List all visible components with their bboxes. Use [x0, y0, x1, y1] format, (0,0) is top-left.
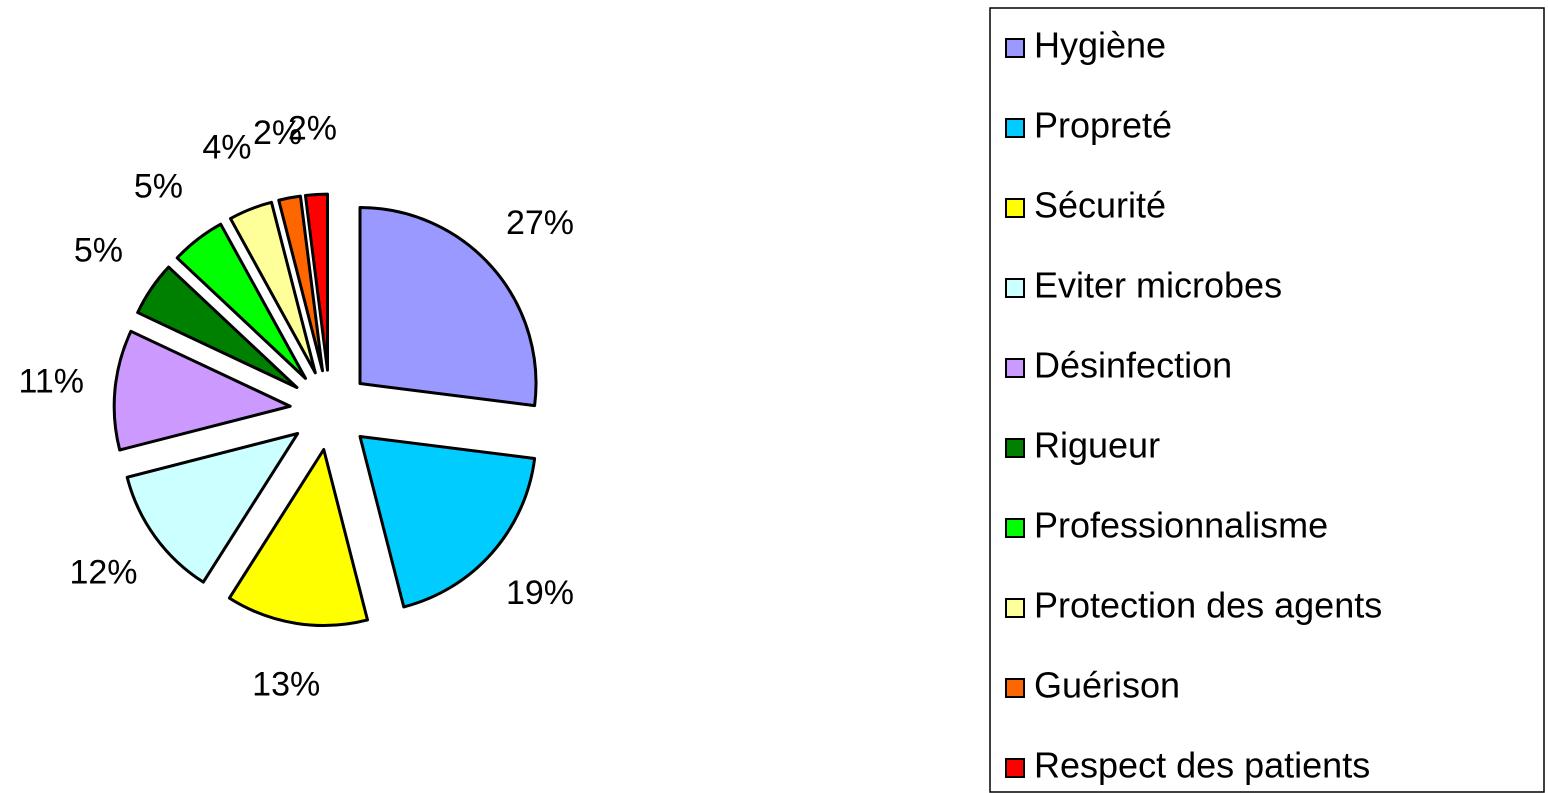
pie-slice [175, 222, 307, 380]
legend-label: Désinfection [1034, 345, 1232, 386]
data-label: 2% [253, 114, 302, 152]
data-label: 12% [69, 554, 137, 592]
pie-slice [358, 206, 538, 408]
pie-slice [112, 329, 292, 452]
legend-swatch [1005, 38, 1025, 58]
pie-slice [303, 192, 329, 372]
legend-swatch [1005, 598, 1025, 618]
legend-swatch [1005, 358, 1025, 378]
legend-box [989, 7, 1545, 793]
pie-slice [228, 200, 317, 375]
legend-label: Rigueur [1034, 425, 1160, 466]
legend-label: Protection des agents [1034, 585, 1382, 626]
legend-swatch [1005, 438, 1025, 458]
legend-label: Respect des patients [1034, 745, 1370, 786]
legend-swatch [1005, 198, 1025, 218]
data-label: 5% [134, 168, 183, 206]
legend-swatch [1005, 118, 1025, 138]
pie-slice [358, 434, 537, 609]
pie-slice [227, 448, 370, 627]
data-label: 27% [506, 204, 574, 242]
legend-swatch [1005, 678, 1025, 698]
pie-slice [277, 194, 325, 373]
legend-label: Professionnalisme [1034, 505, 1328, 546]
legend-label: Sécurité [1034, 185, 1166, 226]
legend-label: Hygiène [1034, 25, 1166, 66]
data-label: 2% [288, 110, 337, 148]
legend-label: Guérison [1034, 665, 1180, 706]
legend-label: Propreté [1034, 105, 1172, 146]
data-label: 19% [506, 574, 574, 612]
legend-swatch [1005, 278, 1025, 298]
data-label: 5% [74, 232, 123, 270]
data-label: 4% [202, 129, 251, 167]
data-label: 11% [18, 363, 84, 401]
pie-slice [125, 432, 300, 584]
legend-label: Eviter microbes [1034, 265, 1282, 306]
legend-swatch [1005, 758, 1025, 778]
pie-slice [136, 265, 299, 390]
data-label: 13% [252, 666, 320, 704]
legend-swatch [1005, 518, 1025, 538]
